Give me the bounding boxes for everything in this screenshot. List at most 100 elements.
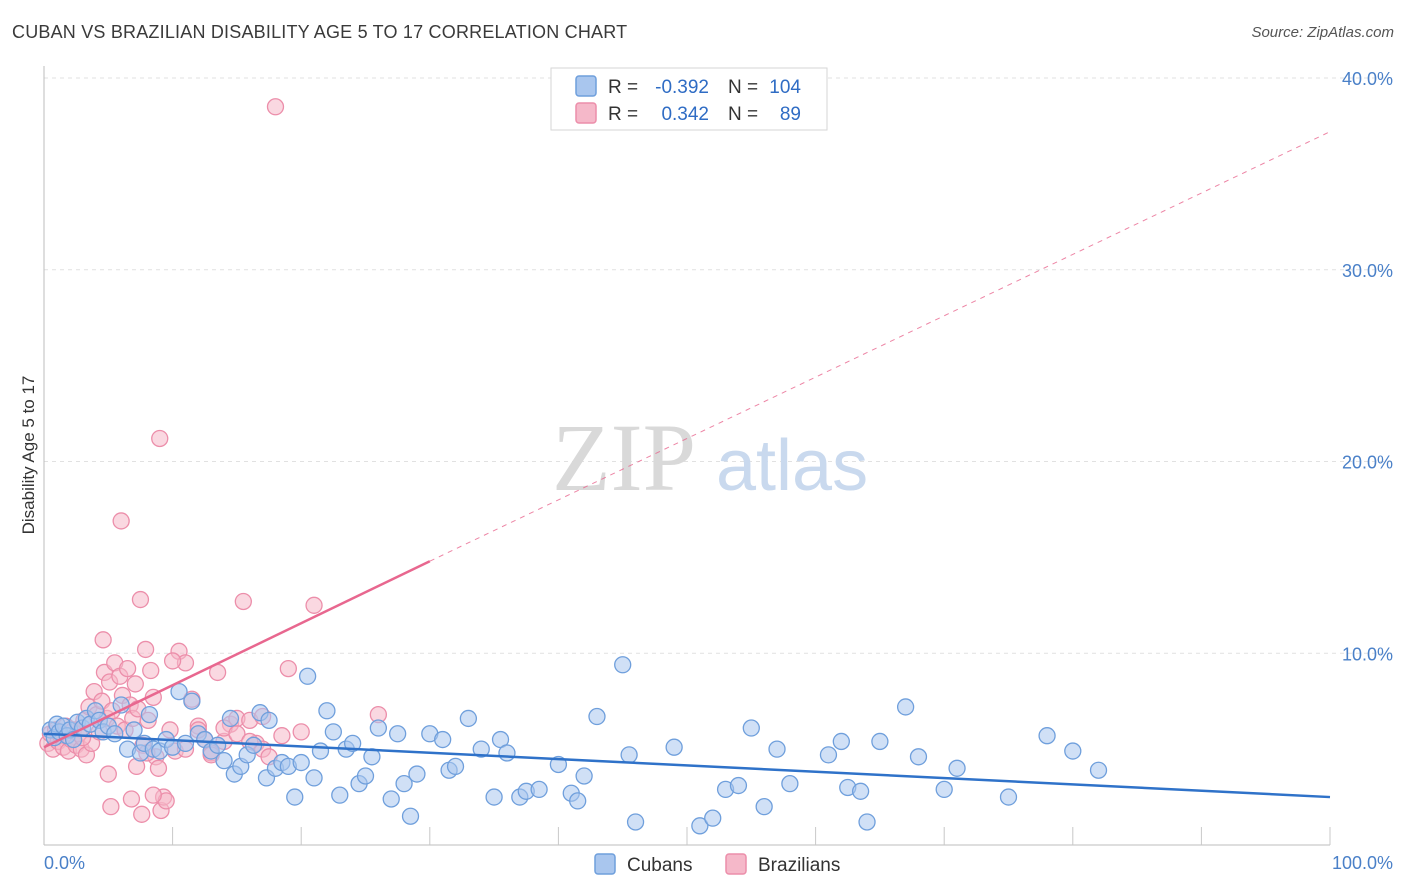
cubans-point-49 (305, 769, 323, 787)
brazilians-point-69 (94, 631, 112, 649)
stats-legend-box (550, 67, 828, 131)
brazilians-point-38 (136, 640, 155, 659)
x-tick-label-1: 100.0% (1332, 853, 1393, 873)
brazilians-point-68 (305, 596, 323, 614)
cubans-point-34 (215, 751, 233, 770)
watermark-atlas: atlas (716, 426, 868, 506)
legend-label-cubans: Cubans (627, 855, 693, 876)
stats-legend-r-label-cubans: R = (608, 77, 638, 98)
cubans-point-68 (446, 757, 465, 776)
cubans-point-104 (999, 788, 1018, 806)
cubans-point-103 (948, 759, 966, 777)
legend-swatch-brazilians (725, 853, 747, 875)
cubans-point-29 (183, 692, 201, 710)
brazilians-point-59 (234, 592, 252, 611)
cubans-point-16 (106, 725, 124, 743)
cubans-point-64 (408, 765, 426, 783)
brazilians-point-70 (99, 765, 117, 783)
cubans-point-62 (395, 774, 413, 793)
brazilians-point-77 (144, 786, 162, 804)
brazilians-point-73 (122, 790, 141, 808)
cubans-point-94 (819, 746, 838, 764)
cubans-point-35 (221, 709, 240, 728)
cubans-point-87 (704, 809, 722, 827)
y-tick-label-1: 20.0% (1342, 453, 1393, 473)
cubans-point-55 (343, 734, 362, 753)
cubans-point-70 (472, 740, 490, 758)
cubans-point-46 (286, 788, 304, 806)
y-tick-label-2: 30.0% (1342, 261, 1393, 281)
cubans-point-61 (388, 725, 407, 743)
cubans-point-79 (569, 792, 587, 810)
watermark-zip: ZIP (552, 404, 696, 511)
brazilians-point-34 (126, 675, 144, 693)
cubans-point-50 (311, 742, 330, 760)
brazilians-point-71 (102, 798, 120, 816)
cubans-point-81 (588, 707, 606, 726)
brazilians-point-72 (112, 512, 130, 530)
cubans-point-42 (260, 711, 278, 730)
cubans-point-106 (1064, 742, 1082, 760)
x-tick-labels: 0.0% 100.0% (44, 853, 1393, 873)
cubans-point-59 (369, 719, 388, 737)
cubans-point-90 (742, 719, 760, 737)
cubans-point-107 (1089, 761, 1108, 779)
brazilians-point-31 (118, 659, 137, 678)
cubans-point-66 (434, 730, 452, 749)
cubans-point-105 (1038, 727, 1056, 745)
stats-legend-swatch-brazilians (575, 102, 597, 124)
cubans-point-89 (729, 776, 748, 795)
legend-swatch-cubans (594, 853, 616, 875)
cubans-trend-line (43, 732, 1331, 799)
axes (43, 66, 1331, 846)
cubans-point-101 (909, 748, 928, 766)
brazilians-point-79 (163, 652, 182, 670)
cubans-point-27 (170, 682, 188, 701)
cubans-point-52 (324, 723, 343, 741)
cubans-point-22 (140, 705, 159, 724)
cubans-point-97 (851, 782, 870, 800)
cubans-point-47 (292, 753, 310, 772)
cubans-point-95 (832, 732, 850, 751)
cubans-point-99 (871, 732, 889, 751)
bottom-legend: Cubans Brazilians (594, 853, 840, 876)
y-axis-title: Disability Age 5 to 17 (19, 376, 38, 535)
cubans-point-63 (401, 807, 420, 825)
cubans-point-69 (459, 709, 478, 728)
cubans-point-93 (781, 774, 799, 793)
cubans-point-102 (935, 780, 953, 799)
grid-lines (44, 77, 1392, 654)
cubans-point-73 (498, 744, 516, 762)
brazilians-point-64 (266, 98, 285, 116)
cubans-point-71 (485, 788, 503, 806)
brazilians-point-66 (279, 659, 297, 678)
cubans-point-91 (755, 798, 773, 816)
cubans-point-85 (665, 738, 683, 756)
brazilians-trend-line (43, 560, 431, 749)
x-tick-label-0: 0.0% (44, 853, 85, 873)
y-tick-label-0: 10.0% (1342, 644, 1393, 664)
stats-legend-n-value-cubans: 104 (769, 77, 801, 98)
brazilians-point-43 (149, 759, 168, 777)
cubans-points (41, 656, 1108, 835)
chart-source: Source: ZipAtlas.com (1251, 24, 1394, 41)
cubans-point-80 (575, 767, 593, 785)
stats-legend-swatch-cubans (575, 75, 597, 97)
cubans-point-48 (298, 667, 317, 685)
legend-label-brazilians: Brazilians (758, 855, 840, 876)
brazilians-point-78 (151, 429, 169, 448)
y-tick-labels: 10.0% 20.0% 30.0% 40.0% (1342, 69, 1393, 664)
cubans-point-100 (896, 698, 915, 716)
cubans-point-84 (626, 813, 645, 831)
cubans-point-98 (858, 813, 876, 831)
cubans-point-82 (614, 656, 632, 674)
stats-legend-n-label-brazilians: N = (728, 104, 758, 125)
stats-legend-r-value-cubans: -0.392 (655, 77, 709, 98)
cubans-point-51 (318, 702, 336, 720)
chart-title: CUBAN VS BRAZILIAN DISABILITY AGE 5 TO 1… (12, 22, 628, 42)
y-tick-label-3: 40.0% (1342, 69, 1393, 89)
cubans-point-53 (331, 786, 349, 804)
brazilians-trend-extension (429, 131, 1331, 562)
brazilians-point-84 (228, 725, 246, 743)
